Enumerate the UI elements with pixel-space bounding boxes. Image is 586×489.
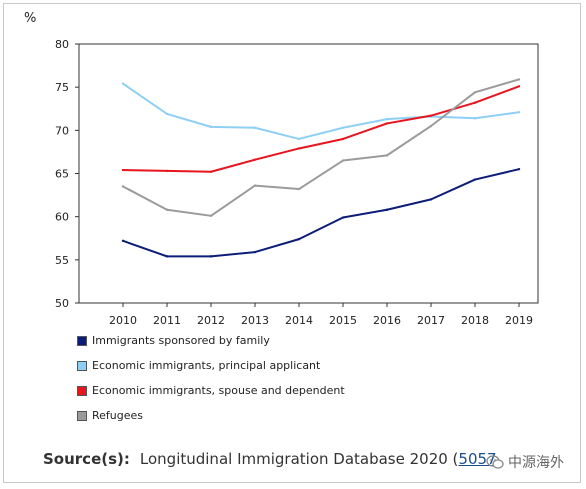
x-tick-label: 2012 <box>197 314 225 327</box>
legend-label: Economic immigrants, spouse and dependen… <box>92 384 345 397</box>
plot-area <box>78 43 539 304</box>
x-tick-label: 2011 <box>153 314 181 327</box>
data-point <box>341 126 345 129</box>
data-point <box>253 250 257 254</box>
y-tick-label: 55 <box>55 254 69 267</box>
data-point <box>517 85 521 88</box>
data-point <box>209 214 213 218</box>
legend-item: Economic immigrants, spouse and dependen… <box>77 384 345 397</box>
legend-item: Economic immigrants, principal applicant <box>77 359 320 372</box>
data-point <box>473 101 477 104</box>
x-tick-label: 2018 <box>461 314 489 327</box>
data-point <box>121 185 125 188</box>
data-point <box>253 184 257 187</box>
data-point <box>209 255 213 258</box>
data-point <box>385 208 389 211</box>
series-line-1 <box>122 168 520 258</box>
source-label: Source(s): <box>43 450 130 468</box>
data-point <box>429 198 433 201</box>
data-point <box>429 124 433 128</box>
data-point <box>253 126 257 129</box>
x-tick-label: 2016 <box>373 314 401 327</box>
y-tick-label: 65 <box>55 168 69 181</box>
data-point <box>341 159 345 162</box>
data-point <box>297 147 301 150</box>
data-point <box>297 137 301 141</box>
data-point <box>121 82 125 85</box>
data-point <box>385 154 389 157</box>
data-point <box>517 111 521 114</box>
legend-swatch <box>77 385 87 396</box>
data-point <box>165 112 169 116</box>
watermark: 中源海外 <box>486 452 564 472</box>
x-tick-label: 2017 <box>417 314 445 327</box>
data-point <box>517 167 521 171</box>
x-tick-label: 2015 <box>329 314 357 327</box>
source-note: Source(s): Longitudinal Immigration Datab… <box>43 450 497 468</box>
data-point <box>165 208 169 211</box>
y-axis-label: % <box>24 11 36 26</box>
y-tick-label: 60 <box>55 211 69 224</box>
x-tick-label: 2019 <box>505 314 533 327</box>
wechat-icon <box>486 455 504 469</box>
y-tick-label: 50 <box>55 297 69 310</box>
legend-swatch <box>77 360 87 371</box>
x-tick-label: 2013 <box>241 314 269 327</box>
legend-item: Immigrants sponsored by family <box>77 334 270 347</box>
data-point <box>253 158 257 161</box>
chart-frame <box>3 3 581 483</box>
data-point <box>517 78 521 81</box>
legend-label: Immigrants sponsored by family <box>92 334 270 347</box>
source-text: Longitudinal Immigration Database 2020 ( <box>139 450 459 468</box>
data-point <box>297 237 301 241</box>
watermark-text: 中源海外 <box>508 455 564 471</box>
data-point <box>121 239 125 243</box>
data-point <box>165 169 169 173</box>
data-point <box>473 178 477 181</box>
legend-label: Refugees <box>92 409 144 422</box>
data-point <box>209 125 213 129</box>
legend-swatch <box>77 335 87 346</box>
data-point <box>473 91 477 94</box>
data-point <box>165 255 169 258</box>
legend-swatch <box>77 410 87 421</box>
y-tick-label: 80 <box>55 38 69 51</box>
series-line-4 <box>122 78 520 217</box>
data-point <box>297 187 301 191</box>
data-point <box>473 117 477 120</box>
data-point <box>121 168 125 172</box>
x-tick-label: 2014 <box>285 314 313 327</box>
series-line-3 <box>122 85 520 173</box>
data-point <box>341 216 345 219</box>
data-point <box>385 117 389 121</box>
legend-item: Refugees <box>77 409 143 422</box>
legend-label: Economic immigrants, principal applicant <box>92 359 321 372</box>
x-tick-label: 2010 <box>109 314 137 327</box>
data-point <box>341 137 345 141</box>
data-point <box>429 114 433 117</box>
data-point <box>209 170 213 173</box>
series-line-2 <box>122 82 520 140</box>
y-tick-label: 70 <box>55 124 69 137</box>
y-tick-label: 75 <box>55 81 69 94</box>
data-point <box>385 122 389 125</box>
